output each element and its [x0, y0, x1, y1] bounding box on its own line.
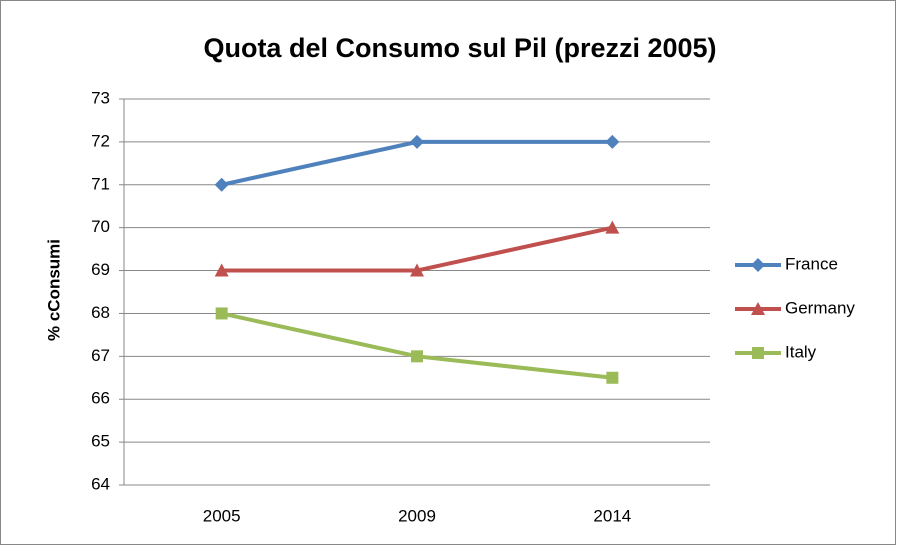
y-tick-label: 70: [91, 217, 110, 236]
x-tick-label: 2009: [398, 506, 436, 525]
x-tick-label: 2014: [593, 506, 631, 525]
marker: [410, 263, 424, 277]
y-tick-label: 65: [91, 432, 110, 451]
legend-label: Germany: [785, 298, 855, 317]
legend-marker: [751, 302, 765, 315]
marker: [606, 371, 619, 384]
y-tick-label: 66: [91, 389, 110, 408]
y-axis-label: % cConsumi: [44, 239, 63, 341]
y-tick-label: 64: [91, 474, 110, 493]
y-tick-label: 71: [91, 174, 110, 193]
legend-label: France: [785, 254, 838, 273]
x-tick-label: 2005: [203, 506, 241, 525]
y-tick-label: 73: [91, 88, 110, 107]
marker: [214, 263, 229, 277]
chart-title: Quota del Consumo sul Pil (prezzi 2005): [203, 33, 716, 63]
marker: [215, 307, 228, 320]
marker: [410, 134, 424, 149]
marker: [605, 220, 620, 234]
legend-marker: [751, 258, 765, 272]
marker: [605, 134, 620, 149]
marker: [411, 350, 423, 363]
y-tick-label: 67: [91, 346, 110, 365]
y-tick-label: 68: [91, 303, 110, 322]
y-tick-label: 69: [91, 260, 110, 279]
y-tick-label: 72: [91, 131, 110, 150]
legend-marker: [752, 347, 764, 359]
marker: [214, 177, 229, 192]
legend-label: Italy: [785, 342, 817, 361]
